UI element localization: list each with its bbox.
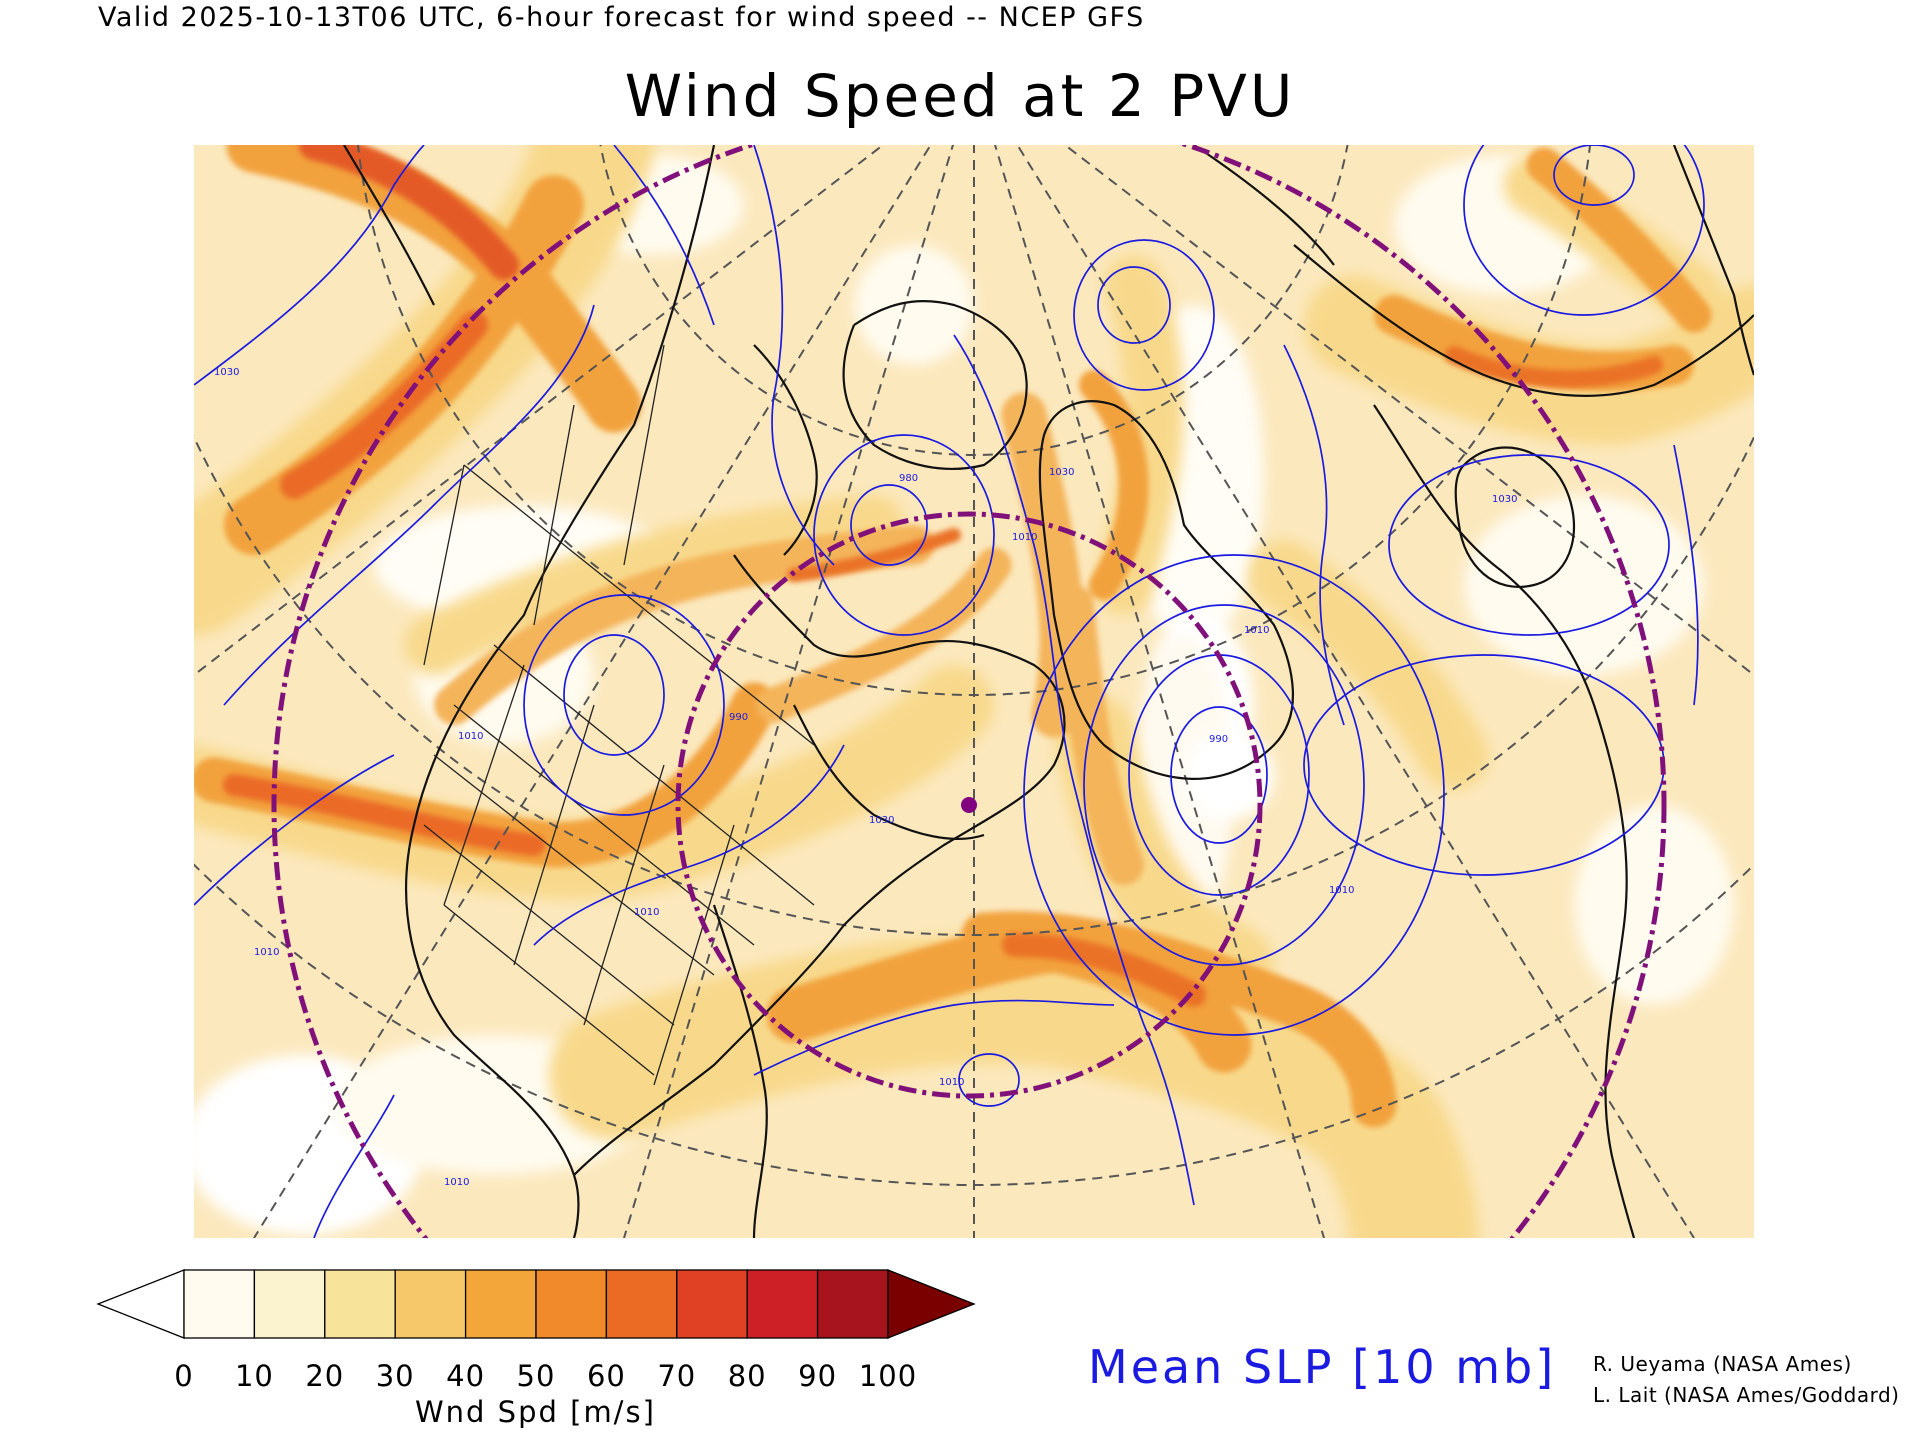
colorbar-tick-label: 50 bbox=[516, 1359, 556, 1393]
svg-text:1010: 1010 bbox=[1012, 532, 1037, 543]
colorbar-overflow-triangle bbox=[887, 1269, 976, 1339]
colorbar-label: Wnd Spd [m/s] bbox=[415, 1395, 656, 1429]
map-panel: 990 1010 1010 1010 1030 1030 980 1010 99… bbox=[194, 145, 1754, 1238]
colorbar-underflow-triangle bbox=[96, 1269, 185, 1339]
svg-text:1010: 1010 bbox=[458, 731, 483, 742]
range-circles bbox=[271, 145, 1667, 1238]
colorbar-tick-label: 80 bbox=[727, 1359, 767, 1393]
colorbar-box bbox=[183, 1269, 256, 1339]
colorbar-box bbox=[816, 1269, 889, 1339]
svg-text:990: 990 bbox=[1209, 734, 1228, 745]
svg-text:980: 980 bbox=[899, 473, 918, 484]
wind-speed-map: 990 1010 1010 1010 1030 1030 980 1010 99… bbox=[194, 145, 1754, 1238]
colorbar-box bbox=[394, 1269, 467, 1339]
colorbar-tick-label: 10 bbox=[234, 1359, 274, 1393]
credit-line-2: L. Lait (NASA Ames/Goddard) bbox=[1593, 1383, 1900, 1407]
location-marker bbox=[961, 797, 977, 813]
svg-text:1010: 1010 bbox=[1244, 625, 1269, 636]
colorbar-tick-label: 60 bbox=[586, 1359, 626, 1393]
svg-text:1010: 1010 bbox=[939, 1077, 964, 1088]
credit-line-1: R. Ueyama (NASA Ames) bbox=[1593, 1352, 1852, 1376]
colorbar-graphic bbox=[96, 1269, 976, 1339]
svg-text:1030: 1030 bbox=[1049, 467, 1074, 478]
svg-text:1010: 1010 bbox=[254, 947, 279, 958]
svg-text:1030: 1030 bbox=[214, 367, 239, 378]
svg-text:1010: 1010 bbox=[1329, 885, 1354, 896]
colorbar-box bbox=[746, 1269, 819, 1339]
colorbar-box bbox=[253, 1269, 326, 1339]
colorbar-tick-label: 40 bbox=[446, 1359, 486, 1393]
jet-cores bbox=[223, 145, 1663, 1007]
colorbar-tick-label: 100 bbox=[858, 1359, 918, 1393]
map-title: Wind Speed at 2 PVU bbox=[624, 62, 1296, 130]
svg-text:1030: 1030 bbox=[869, 815, 894, 826]
svg-text:1010: 1010 bbox=[444, 1177, 469, 1188]
colorbar bbox=[96, 1265, 976, 1345]
valid-time-header: Valid 2025-10-13T06 UTC, 6-hour forecast… bbox=[98, 2, 1145, 33]
slp-contours bbox=[194, 145, 1705, 1238]
coastlines bbox=[343, 145, 1754, 1238]
colorbar-box bbox=[324, 1269, 396, 1339]
colorbar-tick-label: 90 bbox=[798, 1359, 838, 1393]
colorbar-box bbox=[535, 1269, 608, 1339]
political-boundaries bbox=[423, 344, 815, 1086]
svg-text:1030: 1030 bbox=[1492, 494, 1517, 505]
colorbar-tick-label: 70 bbox=[657, 1359, 697, 1393]
slp-legend: Mean SLP [10 mb] bbox=[1088, 1340, 1557, 1394]
svg-text:990: 990 bbox=[729, 712, 748, 723]
colorbar-box bbox=[605, 1269, 678, 1339]
colorbar-tick-label: 20 bbox=[305, 1359, 345, 1393]
colorbar-box bbox=[464, 1269, 537, 1339]
colorbar-box bbox=[676, 1269, 748, 1339]
slp-contour-labels: 990 1010 1010 1010 1030 1030 980 1010 99… bbox=[214, 367, 1517, 1188]
svg-text:1010: 1010 bbox=[634, 907, 659, 918]
colorbar-tick-label: 30 bbox=[375, 1359, 415, 1393]
colorbar-tick-label: 0 bbox=[174, 1359, 194, 1393]
